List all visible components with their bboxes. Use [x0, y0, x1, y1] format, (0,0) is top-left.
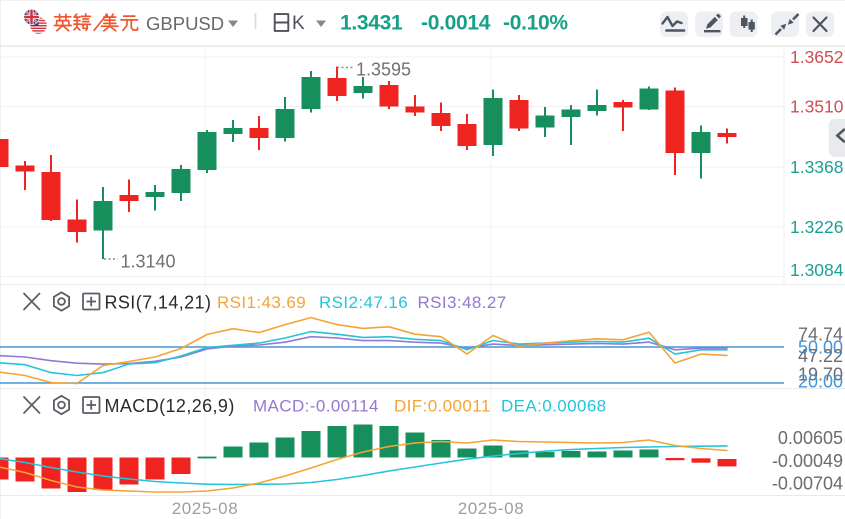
svg-text:MACD:-0.00114: MACD:-0.00114 [253, 397, 379, 416]
svg-text:50.00: 50.00 [798, 338, 843, 358]
svg-text:1.3652: 1.3652 [790, 47, 844, 67]
svg-text:-0.00049: -0.00049 [772, 451, 843, 471]
svg-text:DEA:0.00068: DEA:0.00068 [501, 397, 607, 416]
svg-text:1.3226: 1.3226 [790, 217, 844, 237]
svg-text:1.3368: 1.3368 [790, 157, 844, 177]
svg-text:1.3431: 1.3431 [340, 11, 403, 34]
svg-text:RSI3:48.27: RSI3:48.27 [418, 293, 507, 312]
svg-text:MACD(12,26,9): MACD(12,26,9) [105, 396, 235, 416]
svg-text:1.3084: 1.3084 [790, 260, 844, 280]
svg-text:RSI1:43.69: RSI1:43.69 [217, 293, 306, 312]
svg-text:-0.00704: -0.00704 [772, 474, 843, 494]
svg-text:RSI(7,14,21): RSI(7,14,21) [105, 293, 212, 313]
svg-text:2025-08: 2025-08 [172, 499, 239, 518]
svg-text:-0.0014: -0.0014 [421, 11, 491, 34]
svg-text:19.70: 19.70 [798, 365, 843, 385]
svg-text:GBPUSD: GBPUSD [146, 13, 224, 34]
svg-text:74.74: 74.74 [798, 325, 843, 345]
svg-text:1.3595: 1.3595 [356, 60, 411, 80]
svg-text:RSI2:47.16: RSI2:47.16 [319, 293, 408, 312]
svg-text:K: K [292, 13, 305, 34]
svg-text:1.3140: 1.3140 [121, 252, 176, 272]
svg-text:-0.10%: -0.10% [503, 11, 568, 34]
svg-text:2025-08: 2025-08 [458, 499, 525, 518]
svg-text:1.3510: 1.3510 [790, 97, 844, 117]
svg-text:20.00: 20.00 [798, 372, 843, 392]
svg-text:0.00605: 0.00605 [778, 428, 843, 448]
svg-text:DIF:0.00011: DIF:0.00011 [394, 397, 491, 416]
svg-text:47.22: 47.22 [798, 346, 843, 366]
